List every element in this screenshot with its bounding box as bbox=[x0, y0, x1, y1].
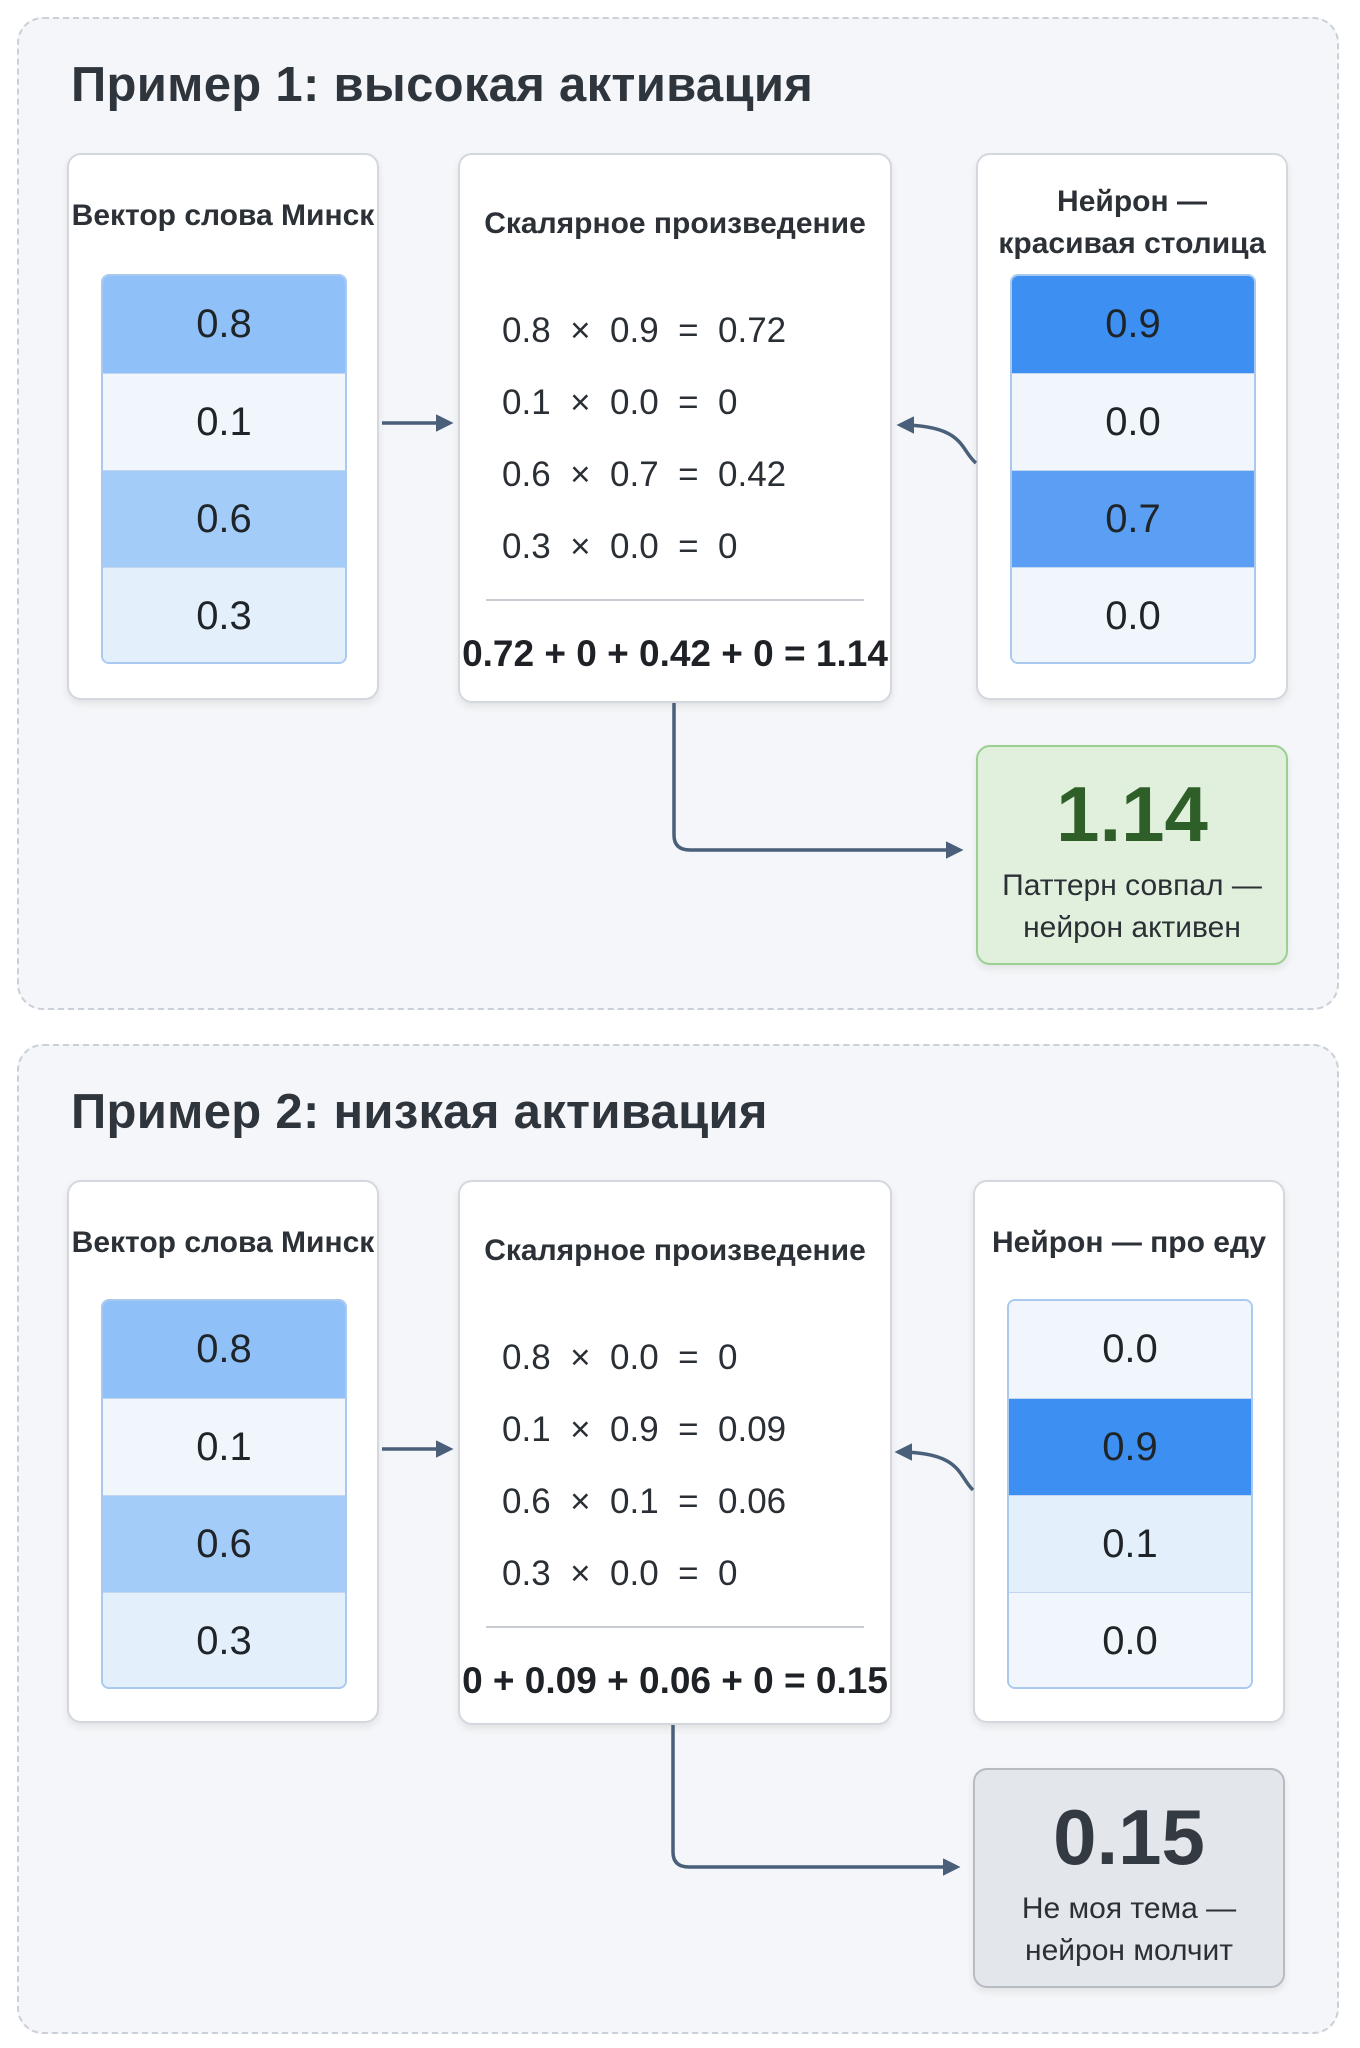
dot-product-terms: 0.8 × 0.0 = 0 0.1 × 0.9 = 0.09 0.6 × 0.1… bbox=[502, 1322, 786, 1610]
product-term: 0.1 × 0.0 = 0 bbox=[502, 383, 738, 422]
word-vector-label: Вектор слова Минск bbox=[71, 1226, 375, 1259]
neuron-cell: 0.9 bbox=[1012, 276, 1254, 373]
example-1-result-box: 1.14 Паттерн совпал — нейрон активен bbox=[976, 745, 1288, 965]
product-term: 0.3 × 0.0 = 0 bbox=[502, 1554, 738, 1593]
vector-cell: 0.1 bbox=[103, 1398, 345, 1495]
activation-value: 1.14 bbox=[1056, 770, 1208, 858]
vector-cell: 0.8 bbox=[103, 276, 345, 373]
word-vector-cells: 0.8 0.1 0.6 0.3 bbox=[101, 1299, 347, 1689]
neuron-cell: 0.7 bbox=[1012, 470, 1254, 567]
dot-product-label: Скалярное произведение bbox=[484, 207, 866, 240]
sum-divider bbox=[486, 1626, 864, 1628]
example-2-neuron-card: Нейрон — про еду 0.0 0.9 0.1 0.0 bbox=[973, 1180, 1285, 1723]
neuron-cell: 0.0 bbox=[1012, 567, 1254, 662]
vector-cell: 0.6 bbox=[103, 1495, 345, 1592]
product-term: 0.6 × 0.1 = 0.06 bbox=[502, 1482, 787, 1521]
dot-product-sum: 0 + 0.09 + 0.06 + 0 = 0.15 bbox=[462, 1660, 888, 1701]
result-arrow bbox=[672, 703, 964, 859]
vector-cell: 0.6 bbox=[103, 470, 345, 567]
neuron-label: Нейрон — про еду bbox=[991, 1226, 1267, 1259]
result-arrow bbox=[671, 1725, 961, 1876]
example-1-dot-product-card: Скалярное произведение 0.8 × 0.9 = 0.72 … bbox=[458, 153, 892, 703]
example-1-title: Пример 1: высокая активация bbox=[71, 58, 814, 112]
example-2-word-vector-card: Вектор слова Минск 0.8 0.1 0.6 0.3 bbox=[67, 1180, 379, 1723]
neuron-cells: 0.9 0.0 0.7 0.0 bbox=[1010, 274, 1256, 664]
neuron-cell: 0.0 bbox=[1009, 1592, 1251, 1687]
neuron-cell: 0.0 bbox=[1012, 373, 1254, 470]
example-2-title: Пример 2: низкая активация bbox=[71, 1085, 768, 1139]
word-vector-label: Вектор слова Минск bbox=[71, 199, 375, 232]
activation-value: 0.15 bbox=[1053, 1793, 1205, 1881]
example-2-dot-product-card: Скалярное произведение 0.8 × 0.0 = 0 0.1… bbox=[458, 1180, 892, 1725]
vector-cell: 0.1 bbox=[103, 373, 345, 470]
activation-message: Паттерн совпал — нейрон активен bbox=[1002, 869, 1262, 944]
neuron-cells: 0.0 0.9 0.1 0.0 bbox=[1007, 1299, 1253, 1689]
neuron-cell: 0.9 bbox=[1009, 1398, 1251, 1495]
activation-message: Не моя тема — нейрон молчит bbox=[1021, 1892, 1237, 1967]
product-term: 0.8 × 0.9 = 0.72 bbox=[502, 311, 787, 350]
example-2-result-box: 0.15 Не моя тема — нейрон молчит bbox=[973, 1768, 1285, 1988]
word-vector-cells: 0.8 0.1 0.6 0.3 bbox=[101, 274, 347, 664]
neuron-label: Нейрон — красивая столица bbox=[998, 185, 1266, 260]
product-term: 0.6 × 0.7 = 0.42 bbox=[502, 455, 787, 494]
dot-product-sum: 0.72 + 0 + 0.42 + 0 = 1.14 bbox=[462, 633, 888, 674]
example-1-word-vector-card: Вектор слова Минск 0.8 0.1 0.6 0.3 bbox=[67, 153, 379, 700]
vector-cell: 0.3 bbox=[103, 567, 345, 662]
vector-cell: 0.3 bbox=[103, 1592, 345, 1687]
neuron-arrow bbox=[896, 416, 978, 465]
product-term: 0.1 × 0.9 = 0.09 bbox=[502, 1410, 787, 1449]
neuron-cell: 0.0 bbox=[1009, 1301, 1251, 1398]
product-term: 0.8 × 0.0 = 0 bbox=[502, 1338, 738, 1377]
neuron-arrow bbox=[894, 1443, 975, 1492]
neuron-cell: 0.1 bbox=[1009, 1495, 1251, 1592]
dot-product-label: Скалярное произведение bbox=[484, 1234, 866, 1267]
sum-divider bbox=[486, 599, 864, 601]
dot-product-terms: 0.8 × 0.9 = 0.72 0.1 × 0.0 = 0 0.6 × 0.7… bbox=[502, 295, 786, 583]
vector-cell: 0.8 bbox=[103, 1301, 345, 1398]
example-1-neuron-card: Нейрон — красивая столица 0.9 0.0 0.7 0.… bbox=[976, 153, 1288, 700]
product-term: 0.3 × 0.0 = 0 bbox=[502, 527, 738, 566]
